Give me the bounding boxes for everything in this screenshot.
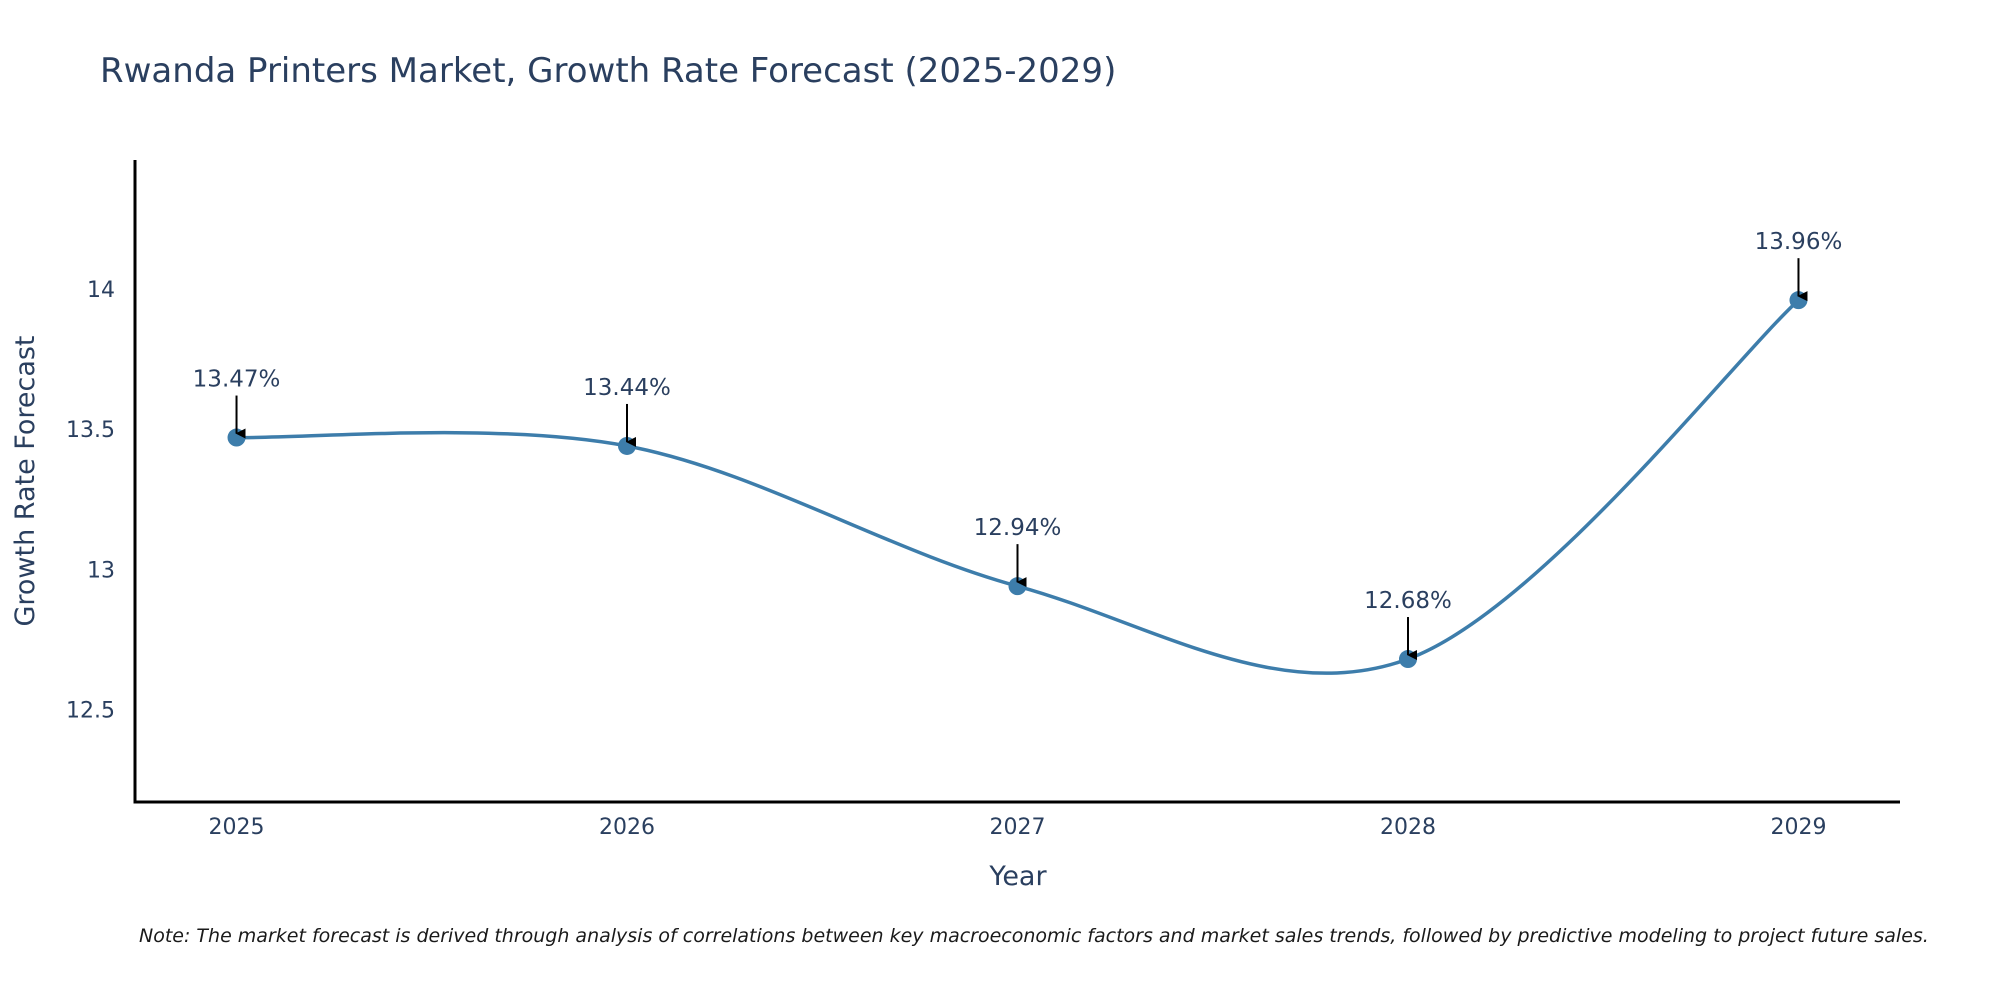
data-annotations: 13.47% 13.44% 12.94% 12.68% 13.96% [193, 229, 1843, 661]
y-tick-label: 13.5 [66, 418, 115, 443]
data-label: 13.44% [583, 375, 671, 401]
data-label: 13.96% [1755, 229, 1843, 255]
data-label: 12.68% [1364, 588, 1452, 614]
y-tick-label: 14 [87, 278, 115, 303]
data-label: 12.94% [974, 515, 1062, 541]
x-axis-title: Year [988, 861, 1047, 892]
x-tick-label: 2028 [1380, 815, 1436, 840]
x-axis-ticks: 2025 2026 2027 2028 2029 [209, 815, 1827, 840]
footnote: Note: The market forecast is derived thr… [139, 925, 1929, 947]
y-axis-ticks: 12.5 13 13.5 14 [66, 278, 115, 724]
series-line [236, 298, 1800, 675]
x-tick-label: 2025 [209, 815, 265, 840]
data-label: 13.47% [193, 367, 281, 393]
x-tick-label: 2029 [1770, 815, 1826, 840]
y-axis-title: Growth Rate Forecast [10, 335, 41, 626]
y-tick-label: 12.5 [66, 698, 115, 723]
data-points [227, 291, 1808, 669]
chart-title: Rwanda Printers Market, Growth Rate Fore… [100, 51, 1116, 91]
x-tick-label: 2027 [990, 815, 1046, 840]
y-tick-label: 13 [87, 558, 115, 583]
x-tick-label: 2026 [599, 815, 655, 840]
plot-area: 12.5 13 13.5 14 2025 2026 2027 2028 2029 13.47%… [66, 160, 1900, 840]
